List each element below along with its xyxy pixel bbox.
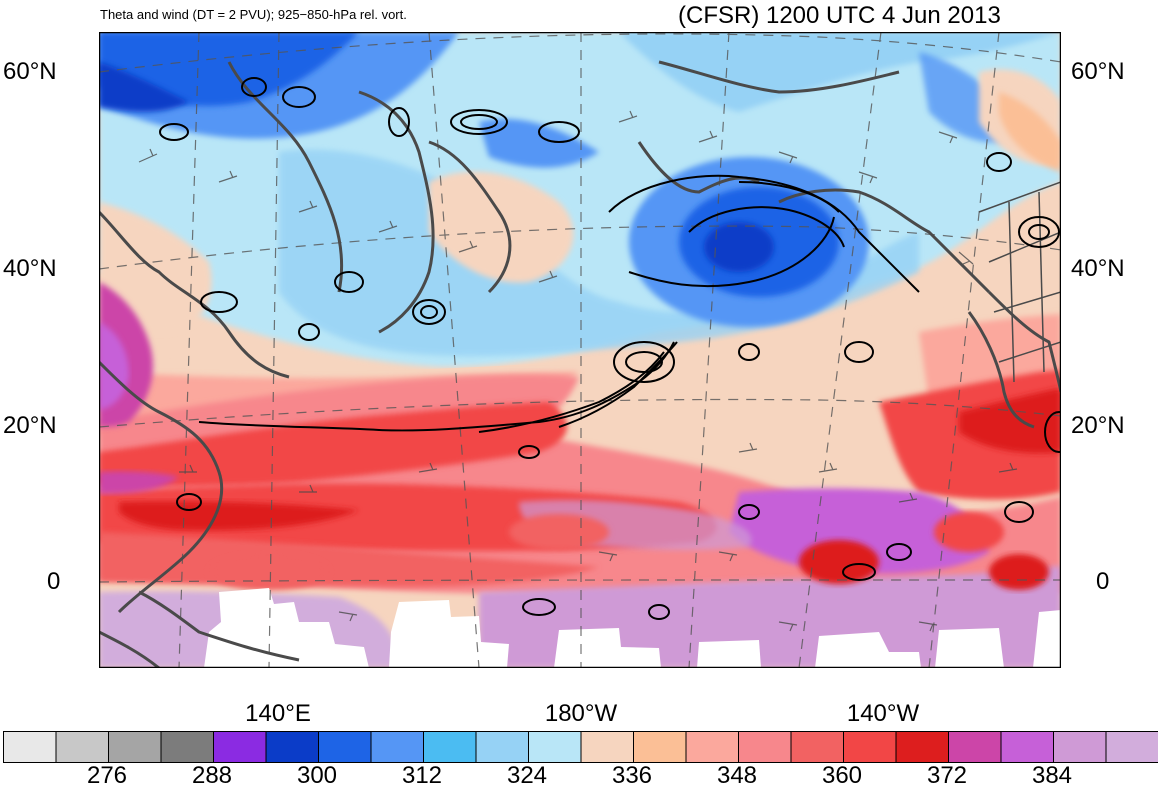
map-frame [99,32,1061,668]
colorbar-swatch [685,731,739,763]
colorbar-swatch [1105,731,1158,763]
colorbar-swatch [160,731,214,763]
colorbar-label-324: 324 [506,762,548,789]
theta-map [99,32,1061,668]
state-borders [978,181,1061,383]
colorbar-swatch [423,731,477,763]
colorbar-label-348: 348 [716,762,758,789]
lat-label-0-right: 0 [1096,568,1110,595]
colorbar-label-288: 288 [191,762,233,789]
colorbar-swatch [370,731,424,763]
colorbar-swatch [528,731,582,763]
lat-label-0-left: 0 [47,568,61,595]
colorbar-swatch [790,731,844,763]
lon-label-140e: 140°E [245,700,311,727]
colorbar-swatch [895,731,949,763]
colorbar-swatch [3,731,57,763]
vorticity-contours [159,77,1061,620]
colorbar-swatch [318,731,372,763]
lat-label-40n-left: 40°N [3,255,57,282]
colorbar-swatch [1000,731,1054,763]
colorbar-swatch [948,731,1002,763]
graticule [99,32,1061,668]
lat-label-60n-left: 60°N [3,58,57,85]
colorbar [3,731,1158,763]
plot-title: (CFSR) 1200 UTC 4 Jun 2013 [678,2,1001,29]
colorbar-swatch [1053,731,1107,763]
colorbar-label-360: 360 [821,762,863,789]
colorbar-swatch [738,731,792,763]
colorbar-swatch [633,731,687,763]
colorbar-swatch [55,731,109,763]
lat-label-20n-right: 20°N [1071,412,1125,439]
colorbar-label-384: 384 [1031,762,1073,789]
coastlines [99,60,1061,668]
colorbar-swatch [108,731,162,763]
lat-label-20n-left: 20°N [3,412,57,439]
colorbar-swatch [843,731,897,763]
colorbar-label-372: 372 [926,762,968,789]
colorbar-swatch [580,731,634,763]
colorbar-label-300: 300 [296,762,338,789]
colorbar-label-312: 312 [401,762,443,789]
colorbar-swatch [475,731,529,763]
colorbar-swatch [265,731,319,763]
wind-barbs [138,110,1018,632]
lat-label-40n-right: 40°N [1071,255,1125,282]
colorbar-label-336: 336 [611,762,653,789]
colorbar-swatch [213,731,267,763]
plot-subtitle: Theta and wind (DT = 2 PVU); 925−850-hPa… [100,7,407,22]
lon-label-180w: 180°W [544,700,618,727]
colorbar-label-276: 276 [86,762,128,789]
lon-label-140w: 140°W [846,700,920,727]
lat-label-60n-right: 60°N [1071,58,1125,85]
